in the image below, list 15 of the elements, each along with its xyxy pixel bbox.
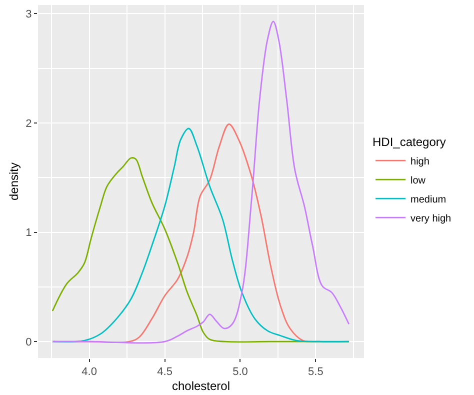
y-tick-label: 2 <box>26 118 32 130</box>
x-tick-label: 5.0 <box>232 366 248 378</box>
y-tick-label: 0 <box>26 336 32 348</box>
x-axis-title: cholesterol <box>172 379 230 394</box>
legend-label: high <box>410 156 430 168</box>
x-tick-label: 5.5 <box>308 366 324 378</box>
legend-label: very high <box>410 214 452 224</box>
y-tick-label: 3 <box>26 8 32 21</box>
legend-label: medium <box>410 194 446 206</box>
y-axis-title: density <box>6 162 21 201</box>
legend-label: low <box>410 176 426 186</box>
x-tick-label: 4.5 <box>157 366 172 378</box>
y-tick-label: 1 <box>26 227 32 240</box>
legend-title: HDI_category <box>372 135 446 150</box>
x-tick-label: 4.0 <box>82 366 97 378</box>
